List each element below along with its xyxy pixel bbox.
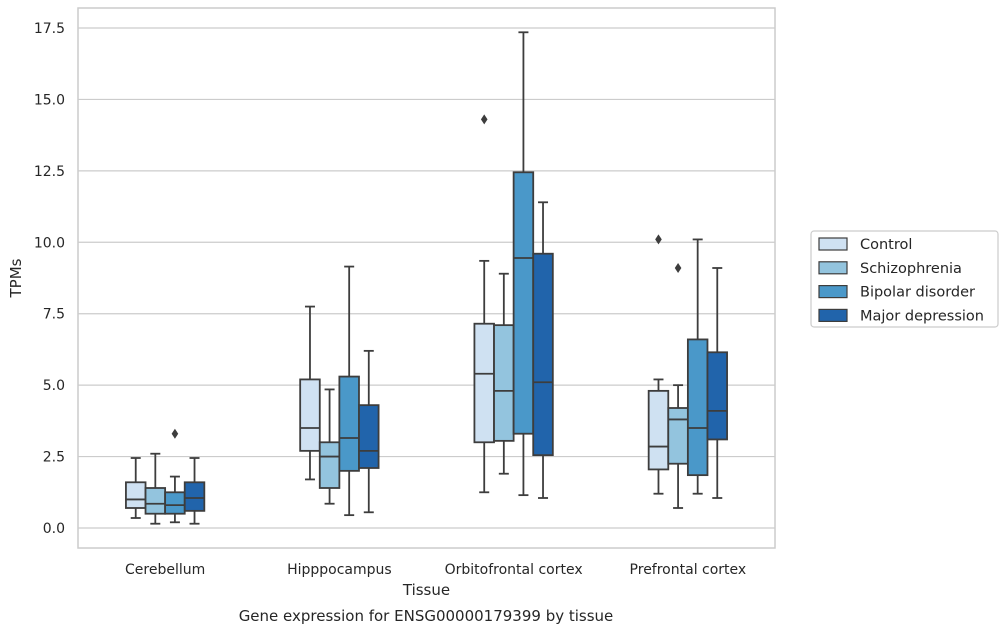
outlier-point	[480, 114, 488, 125]
y-tick-label: 5.0	[43, 378, 65, 394]
box-major-depression-3	[706, 267, 728, 499]
box-body	[164, 491, 186, 515]
box-body	[299, 378, 321, 452]
box-body	[183, 481, 206, 512]
y-tick-label: 15.0	[34, 92, 65, 108]
chart-caption: Gene expression for ENSG00000179399 by t…	[239, 607, 614, 625]
box-schizophrenia-2	[493, 272, 515, 475]
box-schizophrenia-1	[318, 388, 341, 505]
box-bipolar-disorder-2	[512, 31, 535, 497]
x-tick-label: Prefrontal cortex	[630, 562, 747, 578]
box-body	[647, 389, 670, 471]
box-body	[125, 481, 147, 509]
y-tick-label: 10.0	[34, 235, 65, 251]
legend-label: Major depression	[860, 308, 984, 324]
box-body	[493, 324, 515, 442]
y-tick-label: 0.0	[43, 521, 65, 537]
box-major-depression-1	[358, 349, 380, 514]
outlier-point	[655, 234, 662, 245]
y-axis-label: TPMs	[7, 258, 25, 298]
legend: Control Schizophrenia Bipolar disorder Majo…	[810, 230, 999, 328]
x-tick-label: Orbitofrontal cortex	[445, 562, 583, 578]
legend-swatch	[818, 285, 848, 299]
legend-swatch	[818, 261, 848, 275]
box-control-1	[299, 305, 321, 481]
box-body	[358, 404, 380, 469]
x-axis-label: Tissue	[402, 581, 450, 599]
box-control-3	[647, 234, 670, 495]
box-body	[318, 441, 341, 489]
box-body	[512, 171, 535, 435]
box-schizophrenia-3	[667, 263, 689, 509]
box-body	[338, 375, 360, 472]
box-plots	[125, 31, 728, 525]
x-tick-label: Hipppocampus	[287, 562, 392, 578]
legend-label: Schizophrenia	[860, 261, 962, 277]
x-tick-labels: Cerebellum Hipppocampus Orbitofrontal cort…	[125, 562, 746, 578]
box-body	[706, 351, 728, 441]
y-tick-label: 12.5	[34, 164, 65, 180]
box-major-depression-0	[183, 457, 206, 525]
outlier-point	[171, 428, 179, 439]
legend-label: Control	[860, 237, 912, 253]
y-tick-labels: 0.0 2.5 5.0 7.5 10.0 12.5 15.0 17.5	[34, 21, 65, 537]
legend-swatch	[818, 237, 848, 251]
box-bipolar-disorder-0	[164, 428, 186, 524]
box-major-depression-2	[532, 201, 554, 499]
grid-lines	[78, 27, 775, 529]
outlier-point	[674, 263, 682, 273]
legend-swatch	[818, 308, 848, 322]
legend-label: Bipolar disorder	[860, 285, 975, 301]
box-body	[667, 407, 689, 465]
box-body	[686, 338, 709, 477]
box-body	[473, 322, 495, 444]
x-tick-label: Cerebellum	[125, 562, 205, 578]
y-tick-label: 17.5	[34, 21, 65, 37]
y-tick-label: 7.5	[43, 307, 65, 323]
box-body	[532, 252, 554, 457]
box-body	[144, 487, 167, 515]
box-bipolar-disorder-3	[686, 238, 709, 495]
axes-frame	[77, 7, 776, 549]
box-control-0	[125, 457, 147, 519]
box-schizophrenia-0	[144, 452, 167, 525]
legend-frame	[810, 230, 999, 328]
y-tick-label: 2.5	[43, 450, 65, 466]
box-bipolar-disorder-1	[338, 265, 360, 517]
